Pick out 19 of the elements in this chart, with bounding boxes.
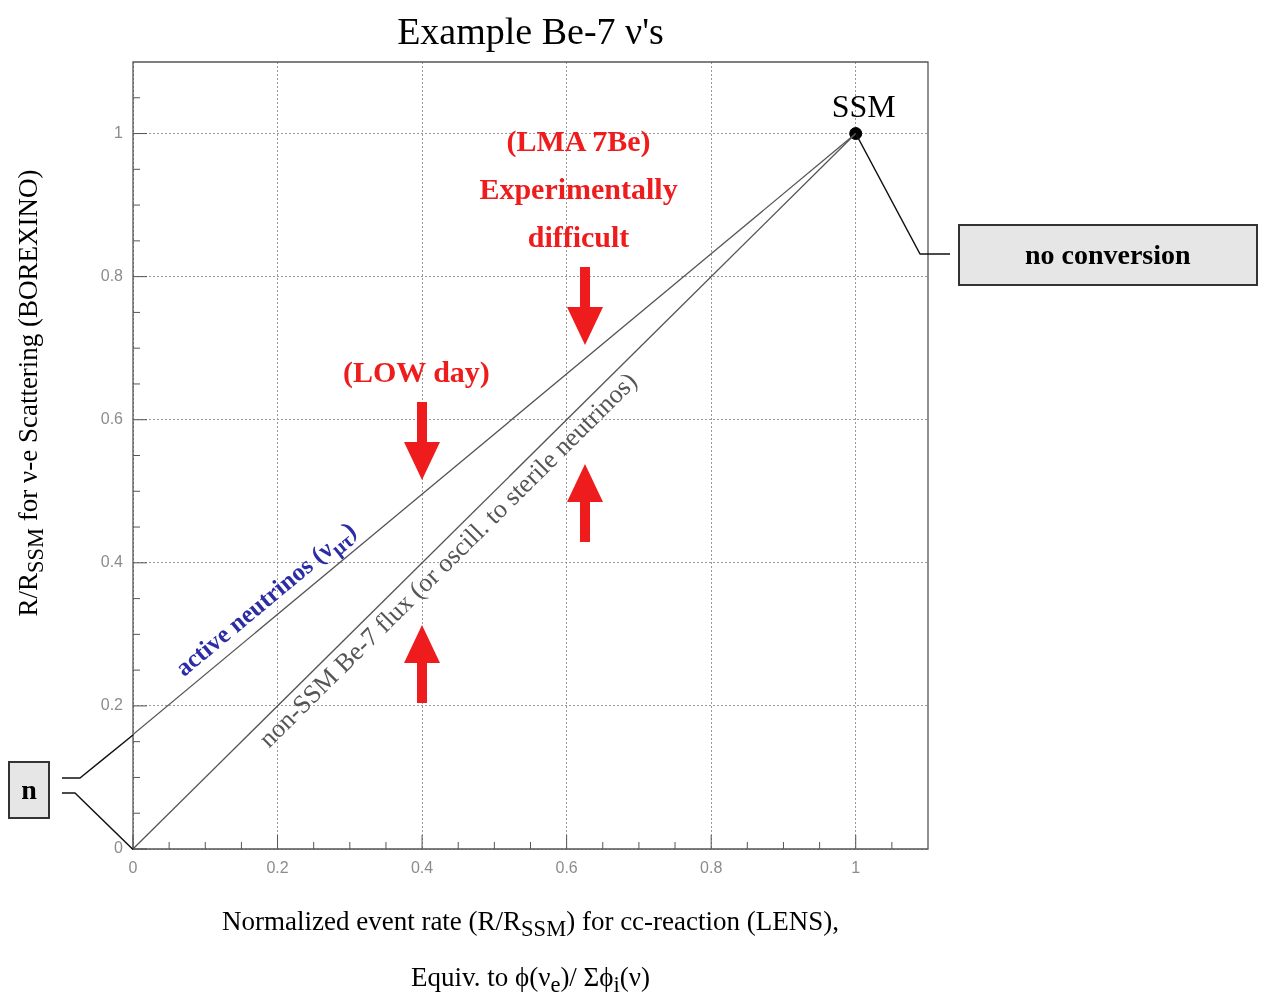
- x-tick-label: 0.8: [700, 859, 723, 877]
- annotation: (LMA 7Be) Experimentally difficult: [479, 123, 678, 256]
- x-tick-label: 0.4: [410, 859, 434, 877]
- annotation: (LOW day): [342, 353, 490, 390]
- y-tick-label: 1: [114, 123, 124, 141]
- x-tick-label: 0.6: [555, 859, 578, 877]
- y-tick-label: 0.6: [100, 410, 124, 428]
- callout-box: no conversion: [957, 223, 1258, 286]
- x-tick-label: 0: [128, 859, 138, 877]
- callout-box: n: [8, 760, 50, 819]
- series-label: SSM: [831, 87, 896, 124]
- chart-title: Example Be-7 ν's: [397, 9, 664, 54]
- y-tick-label: 0.8: [100, 267, 124, 285]
- y-tick-label: 0: [114, 839, 124, 857]
- x-tick-label: 0.2: [266, 859, 289, 877]
- y-tick-label: 0.2: [100, 696, 124, 714]
- x-axis-title: Normalized event rate (R/R$_{SSM}$) for cc-reaction (LENS), Equiv. to ϕ(ν$_{e}$)/ Σϕ$_{i}$(ν): [221, 905, 840, 1000]
- x-tick-label: 1: [851, 859, 861, 877]
- y-tick-label: 0.4: [100, 553, 124, 571]
